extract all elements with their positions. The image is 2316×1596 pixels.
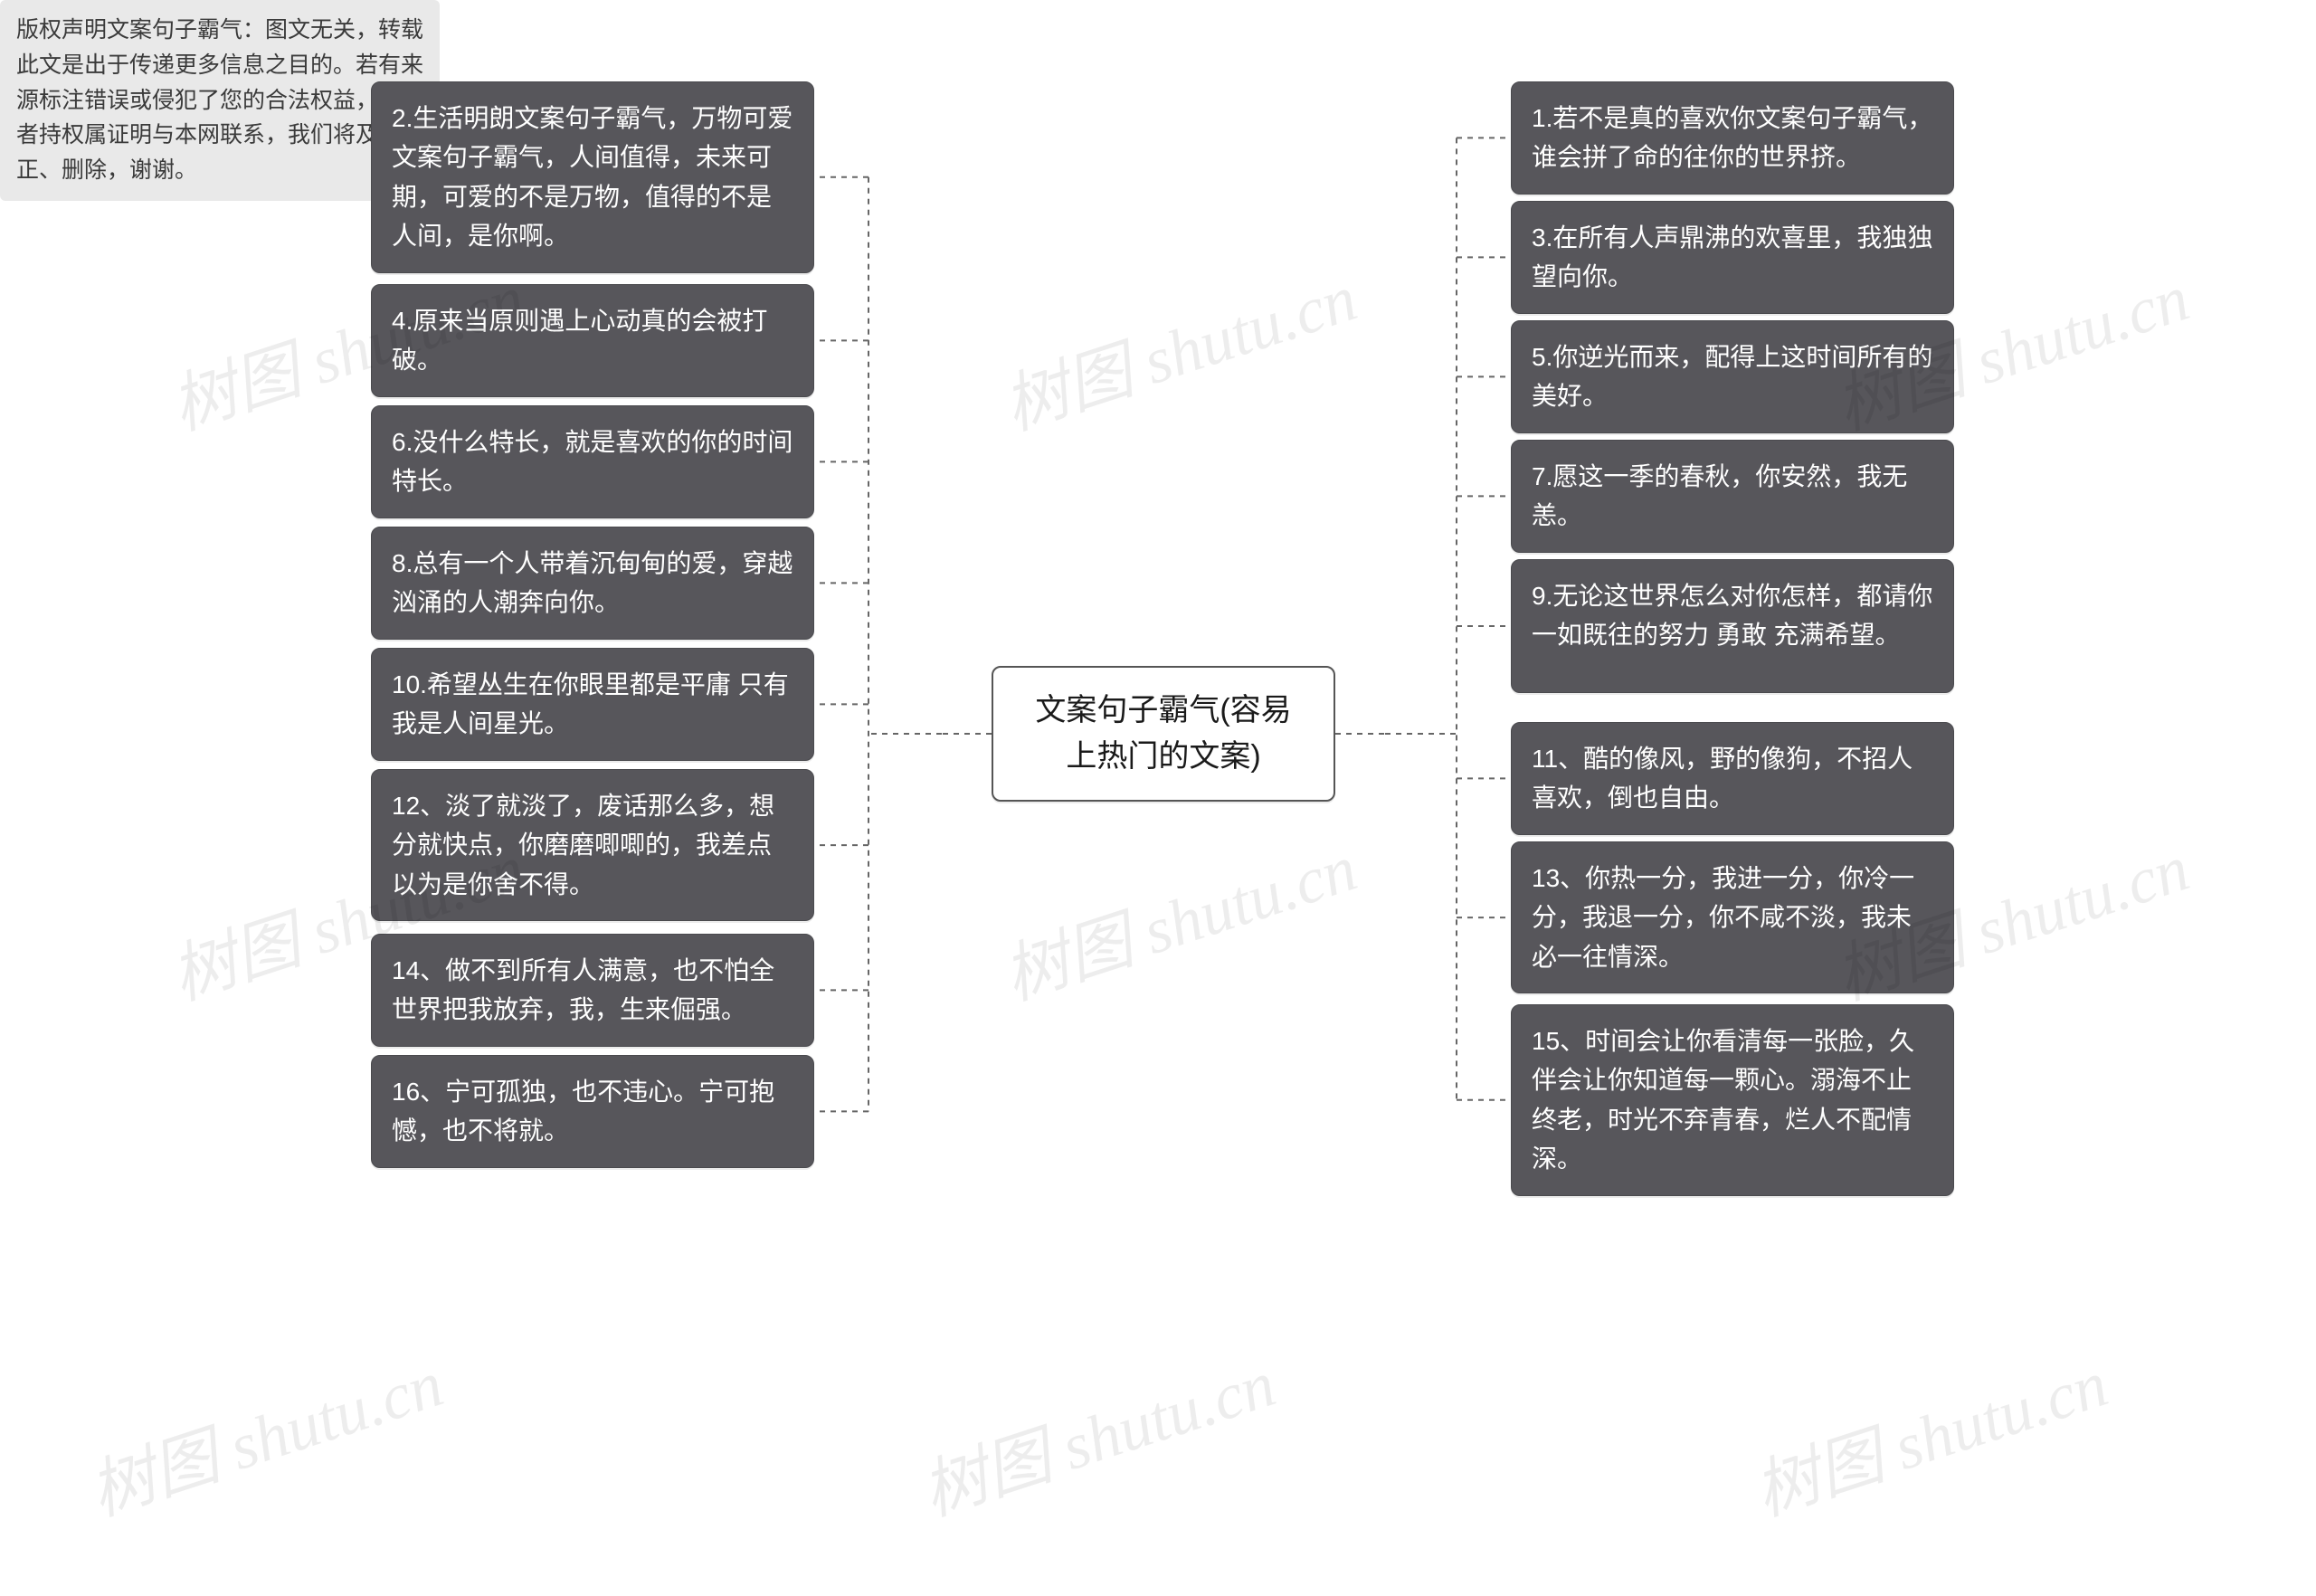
watermark: 树图 shutu.cn [990, 814, 1367, 1018]
node-text: 9.无论这世界怎么对你怎样，都请你一如既往的努力 勇敢 充满希望。 [1532, 582, 1932, 649]
center-node: 文案句子霸气(容易上热门的文案) [992, 666, 1335, 802]
right-node-r9: 9.无论这世界怎么对你怎样，都请你一如既往的努力 勇敢 充满希望。 [1511, 559, 1954, 693]
node-text: 7.愿这一季的春秋，你安然，我无恙。 [1532, 462, 1907, 529]
node-text: 4.原来当原则遇上心动真的会被打破。 [392, 307, 767, 374]
right-node-r1: 1.若不是真的喜欢你文案句子霸气，谁会拼了命的往你的世界挤。 [1511, 81, 1954, 195]
right-node-r13: 13、你热一分，我进一分，你冷一分，我退一分，你不咸不淡，我未必一往情深。 [1511, 841, 1954, 993]
watermark: 树图 shutu.cn [76, 1330, 453, 1534]
left-node-l16: 16、宁可孤独，也不违心。宁可抱憾，也不将就。 [371, 1055, 814, 1168]
right-node-r15: 15、时间会让你看清每一张脸，久伴会让你知道每一颗心。溺海不止终老，时光不弃青春… [1511, 1004, 1954, 1196]
node-text: 6.没什么特长，就是喜欢的你的时间特长。 [392, 428, 793, 495]
node-text: 10.希望丛生在你眼里都是平庸 只有我是人间星光。 [392, 670, 789, 737]
right-node-r3: 3.在所有人声鼎沸的欢喜里，我独独望向你。 [1511, 201, 1954, 314]
node-text: 16、宁可孤独，也不违心。宁可抱憾，也不将就。 [392, 1078, 774, 1145]
copyright-footer-text: 版权声明文案句子霸气：图文无关，转载此文是出于传递更多信息之目的。若有来源标注错… [16, 17, 423, 183]
node-text: 1.若不是真的喜欢你文案句子霸气，谁会拼了命的往你的世界挤。 [1532, 104, 1932, 171]
node-text: 12、淡了就淡了，废话那么多，想分就快点，你磨磨唧唧的，我差点以为是你舍不得。 [392, 792, 774, 898]
right-node-r5: 5.你逆光而来，配得上这时间所有的美好。 [1511, 320, 1954, 433]
left-node-l6: 6.没什么特长，就是喜欢的你的时间特长。 [371, 405, 814, 518]
node-text: 5.你逆光而来，配得上这时间所有的美好。 [1532, 343, 1932, 410]
node-text: 2.生活明朗文案句子霸气，万物可爱文案句子霸气，人间值得，未来可期，可爱的不是万… [392, 104, 793, 250]
node-text: 14、做不到所有人满意，也不怕全世界把我放弃，我，生来倔强。 [392, 956, 774, 1023]
watermark: 树图 shutu.cn [908, 1330, 1286, 1534]
left-node-l2: 2.生活明朗文案句子霸气，万物可爱文案句子霸气，人间值得，未来可期，可爱的不是万… [371, 81, 814, 273]
node-text: 11、酷的像风，野的像狗，不招人喜欢，倒也自由。 [1532, 745, 1913, 812]
left-node-l4: 4.原来当原则遇上心动真的会被打破。 [371, 284, 814, 397]
center-node-text: 文案句子霸气(容易上热门的文案) [1035, 693, 1291, 774]
watermark: 树图 shutu.cn [1741, 1330, 2118, 1534]
mindmap-canvas: 文案句子霸气(容易上热门的文案) 版权声明文案句子霸气：图文无关，转载此文是出于… [0, 0, 2316, 1596]
right-node-r11: 11、酷的像风，野的像狗，不招人喜欢，倒也自由。 [1511, 722, 1954, 835]
right-node-r7: 7.愿这一季的春秋，你安然，我无恙。 [1511, 440, 1954, 553]
node-text: 13、你热一分，我进一分，你冷一分，我退一分，你不咸不淡，我未必一往情深。 [1532, 864, 1914, 971]
node-text: 3.在所有人声鼎沸的欢喜里，我独独望向你。 [1532, 223, 1932, 290]
watermark: 树图 shutu.cn [990, 244, 1367, 448]
node-text: 8.总有一个人带着沉甸甸的爱，穿越汹涌的人潮奔向你。 [392, 549, 793, 616]
left-node-l12: 12、淡了就淡了，废话那么多，想分就快点，你磨磨唧唧的，我差点以为是你舍不得。 [371, 769, 814, 921]
left-node-l8: 8.总有一个人带着沉甸甸的爱，穿越汹涌的人潮奔向你。 [371, 527, 814, 640]
node-text: 15、时间会让你看清每一张脸，久伴会让你知道每一颗心。溺海不止终老，时光不弃青春… [1532, 1027, 1914, 1173]
left-node-l14: 14、做不到所有人满意，也不怕全世界把我放弃，我，生来倔强。 [371, 934, 814, 1047]
left-node-l10: 10.希望丛生在你眼里都是平庸 只有我是人间星光。 [371, 648, 814, 761]
